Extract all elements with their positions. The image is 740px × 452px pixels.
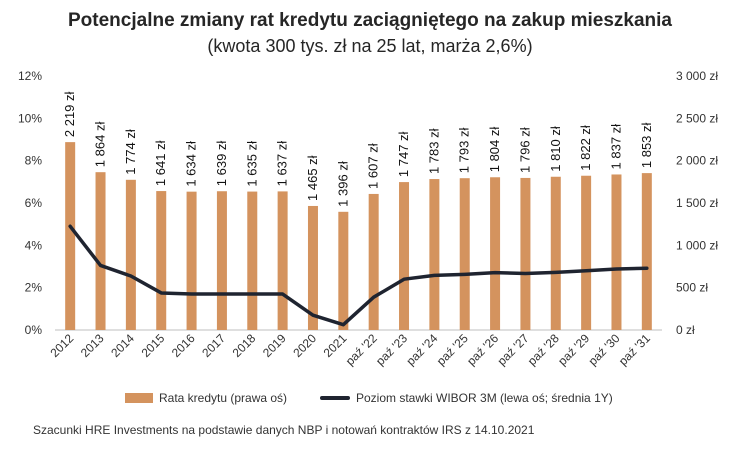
y-left-tick-label: 8% <box>25 154 43 168</box>
x-tick-label: 2012 <box>48 331 77 360</box>
x-tick-label: 2020 <box>290 331 319 360</box>
legend: Rata kredytu (prawa oś) Poziom stawki WI… <box>0 391 740 411</box>
bar-value-label: 1 635 zł <box>244 141 259 187</box>
y-right-tick-label: 1 000 zł <box>676 238 718 252</box>
x-tick-label: paź '30 <box>586 331 623 368</box>
bar-value-label: 2 219 zł <box>62 91 77 137</box>
bar-value-label: 1 796 zł <box>517 127 532 173</box>
bar-payment <box>368 193 379 330</box>
bar-payment <box>95 172 106 330</box>
y-right-tick-label: 1 500 zł <box>676 196 718 210</box>
bar-payment <box>611 174 622 330</box>
x-tick-label: 2019 <box>260 331 289 360</box>
source-note: Szacunki HRE Investments na podstawie da… <box>33 423 535 437</box>
bar-value-label: 1 465 zł <box>305 155 320 201</box>
bar-payment <box>277 191 288 330</box>
bar-payment <box>156 191 167 330</box>
x-tick-label: 2015 <box>139 331 168 360</box>
x-tick-label: paź '27 <box>495 331 532 368</box>
bar-value-label: 1 774 zł <box>123 129 138 175</box>
x-tick-label: paź '23 <box>373 331 410 368</box>
y-left-tick-label: 12% <box>18 69 42 83</box>
bar-payment <box>186 191 197 330</box>
bar-value-label: 1 793 zł <box>457 128 472 174</box>
bar-value-label: 1 853 zł <box>639 122 654 168</box>
legend-item-wibor: Poziom stawki WIBOR 3M (lewa oś; średnia… <box>320 391 613 405</box>
y-left-tick-label: 2% <box>25 281 43 295</box>
legend-label-wibor: Poziom stawki WIBOR 3M (lewa oś; średnia… <box>356 391 613 405</box>
bar-value-label: 1 783 zł <box>426 128 441 174</box>
x-tick-label: paź '28 <box>525 331 562 368</box>
x-tick-label: paź '24 <box>403 331 440 368</box>
bar-payment <box>429 179 440 330</box>
x-tick-label: paź '26 <box>464 331 501 368</box>
bar-payment <box>65 142 76 330</box>
y-left-tick-label: 10% <box>18 111 42 125</box>
y-left-tick-label: 6% <box>25 196 43 210</box>
bar-value-label: 1 810 zł <box>548 126 563 172</box>
x-tick-label: 2016 <box>169 331 198 360</box>
bar-payment <box>490 177 501 330</box>
y-right-tick-label: 2 000 zł <box>676 154 718 168</box>
bar-payment <box>125 179 136 330</box>
legend-item-payment: Rata kredytu (prawa oś) <box>125 391 287 405</box>
bar-payment <box>550 176 561 330</box>
bar-payment <box>338 211 349 330</box>
bar-value-label: 1 747 zł <box>396 131 411 177</box>
bar-value-label: 1 607 zł <box>366 143 381 189</box>
x-tick-label: 2014 <box>108 331 137 360</box>
chart-title: Potencjalne zmiany rat kredytu zaciągnię… <box>68 10 672 31</box>
x-tick-label: 2018 <box>230 331 259 360</box>
bar-payment <box>247 191 258 330</box>
bar-value-label: 1 641 zł <box>153 140 168 186</box>
bar-payment <box>520 177 531 330</box>
bar-payment <box>581 175 592 330</box>
y-right-tick-label: 500 zł <box>676 281 708 295</box>
bar-payment <box>216 191 227 330</box>
x-tick-label: paź '31 <box>616 331 653 368</box>
legend-label-payment: Rata kredytu (prawa oś) <box>159 391 288 405</box>
bar-value-label: 1 637 zł <box>275 141 290 187</box>
bar-value-label: 1 396 zł <box>335 161 350 207</box>
wibor-line <box>68 224 649 327</box>
x-tick-label: paź '22 <box>343 331 380 368</box>
y-right-tick-label: 2 500 zł <box>676 111 718 125</box>
bar-value-label: 1 837 zł <box>608 124 623 170</box>
x-tick-label: paź '29 <box>555 331 592 368</box>
bar-payment <box>459 178 470 330</box>
bar-payment <box>641 173 652 330</box>
y-right-tick-label: 0 zł <box>676 323 695 337</box>
x-tick-label: 2017 <box>199 331 228 360</box>
bar-value-label: 1 634 zł <box>184 141 199 187</box>
bar-value-label: 1 822 zł <box>578 125 593 171</box>
bar-payment <box>307 205 318 330</box>
y-left-tick-label: 4% <box>25 238 43 252</box>
legend-line-swatch <box>320 396 350 400</box>
bar-value-label: 1 639 zł <box>214 141 229 187</box>
bar-value-label: 1 804 zł <box>487 127 502 173</box>
y-right-tick-label: 3 000 zł <box>676 69 718 83</box>
legend-bar-swatch <box>125 393 153 403</box>
x-tick-label: 2013 <box>78 331 107 360</box>
bar-value-label: 1 864 zł <box>93 122 108 168</box>
x-tick-label: paź '25 <box>434 331 471 368</box>
y-left-tick-label: 0% <box>25 323 43 337</box>
bar-payment <box>399 182 410 330</box>
chart-area: 0% 2% 4% 6% 8% 10% 12% 0 zł 500 zł 1 000 zł 1 500 … <box>18 69 718 368</box>
chart-subtitle: (kwota 300 tys. zł na 25 lat, marża 2,6%… <box>207 36 533 56</box>
